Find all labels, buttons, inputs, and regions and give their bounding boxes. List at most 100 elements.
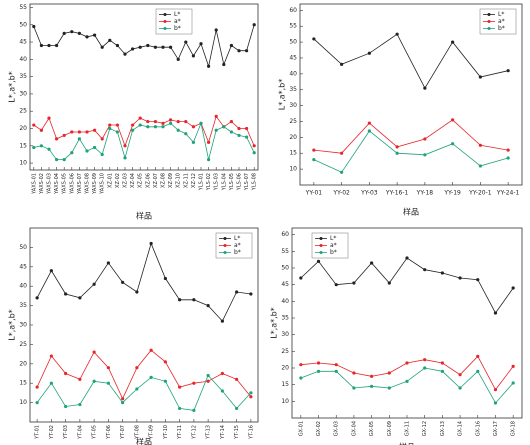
legend-marker [223,237,227,240]
data-point [55,158,59,162]
y-tick-label: 55 [289,23,297,30]
y-tick-label: 25 [281,348,289,355]
data-point [440,369,444,373]
data-point [108,123,112,127]
data-point [135,387,139,391]
data-point [106,381,110,385]
y-tick-label: 45 [289,54,297,61]
data-point [191,125,195,129]
data-point [367,121,371,125]
data-point [423,153,427,157]
data-point [153,45,157,49]
y-tick-label: 20 [19,125,27,132]
data-point [100,152,104,157]
data-point [85,149,89,153]
data-point [146,119,150,124]
x-tick-label: YLS-07 [244,173,250,191]
data-point [493,388,498,392]
data-point [249,391,253,395]
data-point [191,54,195,58]
plot-frame [29,3,259,171]
x-tick-label: YAXS-06 [69,173,75,195]
x-axis-label: 样品 [136,437,152,445]
data-point [47,147,51,151]
data-point [178,385,182,389]
data-point [299,276,303,280]
data-point [340,151,344,155]
data-point [192,381,196,385]
x-tick-label: GX-17 [493,421,499,436]
x-tick-label: YLS-05 [229,173,235,191]
x-tick-label: YT-11 [177,425,183,440]
data-point [340,62,344,66]
data-point [146,43,150,48]
data-point [312,37,316,41]
data-point [108,126,112,131]
x-tick-label: YLS-08 [252,173,258,191]
data-point [49,269,53,273]
x-tick-label: XZ-12 [191,173,197,188]
data-point [252,151,256,155]
data-point [49,381,53,385]
x-tick-label: GX-05 [369,421,375,436]
legend-label: a* [234,242,241,249]
x-tick-label: XZ-02 [115,173,121,188]
series-line [36,374,252,411]
data-point [316,361,321,365]
data-point [163,379,167,383]
data-point [77,137,81,141]
data-point [178,406,182,411]
data-point [64,292,68,296]
data-point [131,128,135,132]
x-tick-label: XZ-10 [176,173,182,188]
series-line [36,349,252,400]
data-point [207,158,211,162]
y-tick-label: 35 [19,302,27,309]
data-point [249,292,253,296]
y-tick-label: 15 [289,150,297,157]
data-point [106,261,110,265]
data-point [135,290,139,294]
data-point [47,116,51,120]
y-tick-label: 45 [19,39,27,46]
x-tick-label: GX-13 [440,421,446,436]
x-tick-label: YT-04 [77,425,83,440]
data-point [367,129,371,133]
data-point [149,348,153,352]
data-point [163,276,167,281]
y-tick-label: 55 [19,4,27,11]
data-point [199,121,203,125]
data-point [199,42,203,46]
x-tick-label: GX-14 [458,421,464,436]
data-point [511,364,515,368]
x-tick-label: XZ-01 [107,173,113,188]
data-point [334,363,338,367]
data-point [370,261,374,265]
x-tick-label: YT-01 [35,425,41,440]
data-point [178,298,182,302]
data-point [395,32,399,36]
data-point [163,360,167,364]
data-point [451,142,455,146]
y-tick-label: 40 [281,298,289,305]
legend-label: b* [174,25,181,32]
data-point [237,133,241,138]
data-point [334,369,338,373]
x-tick-label: XZ-05 [138,173,144,188]
data-point [451,40,455,44]
x-tick-label: GX-18 [511,421,517,436]
data-point [121,280,125,284]
data-point [62,133,66,138]
y-tick-label: 50 [281,265,289,272]
data-point [85,35,89,39]
data-point [49,354,53,358]
data-point [352,386,356,390]
y-tick-label: 20 [281,365,289,372]
y-tick-label: 30 [281,331,289,338]
data-point [299,363,303,367]
data-point [252,23,256,27]
data-point [93,145,97,150]
legend-label: L* [234,235,240,242]
x-tick-label: GX-16 [475,421,481,436]
data-point [235,290,239,294]
